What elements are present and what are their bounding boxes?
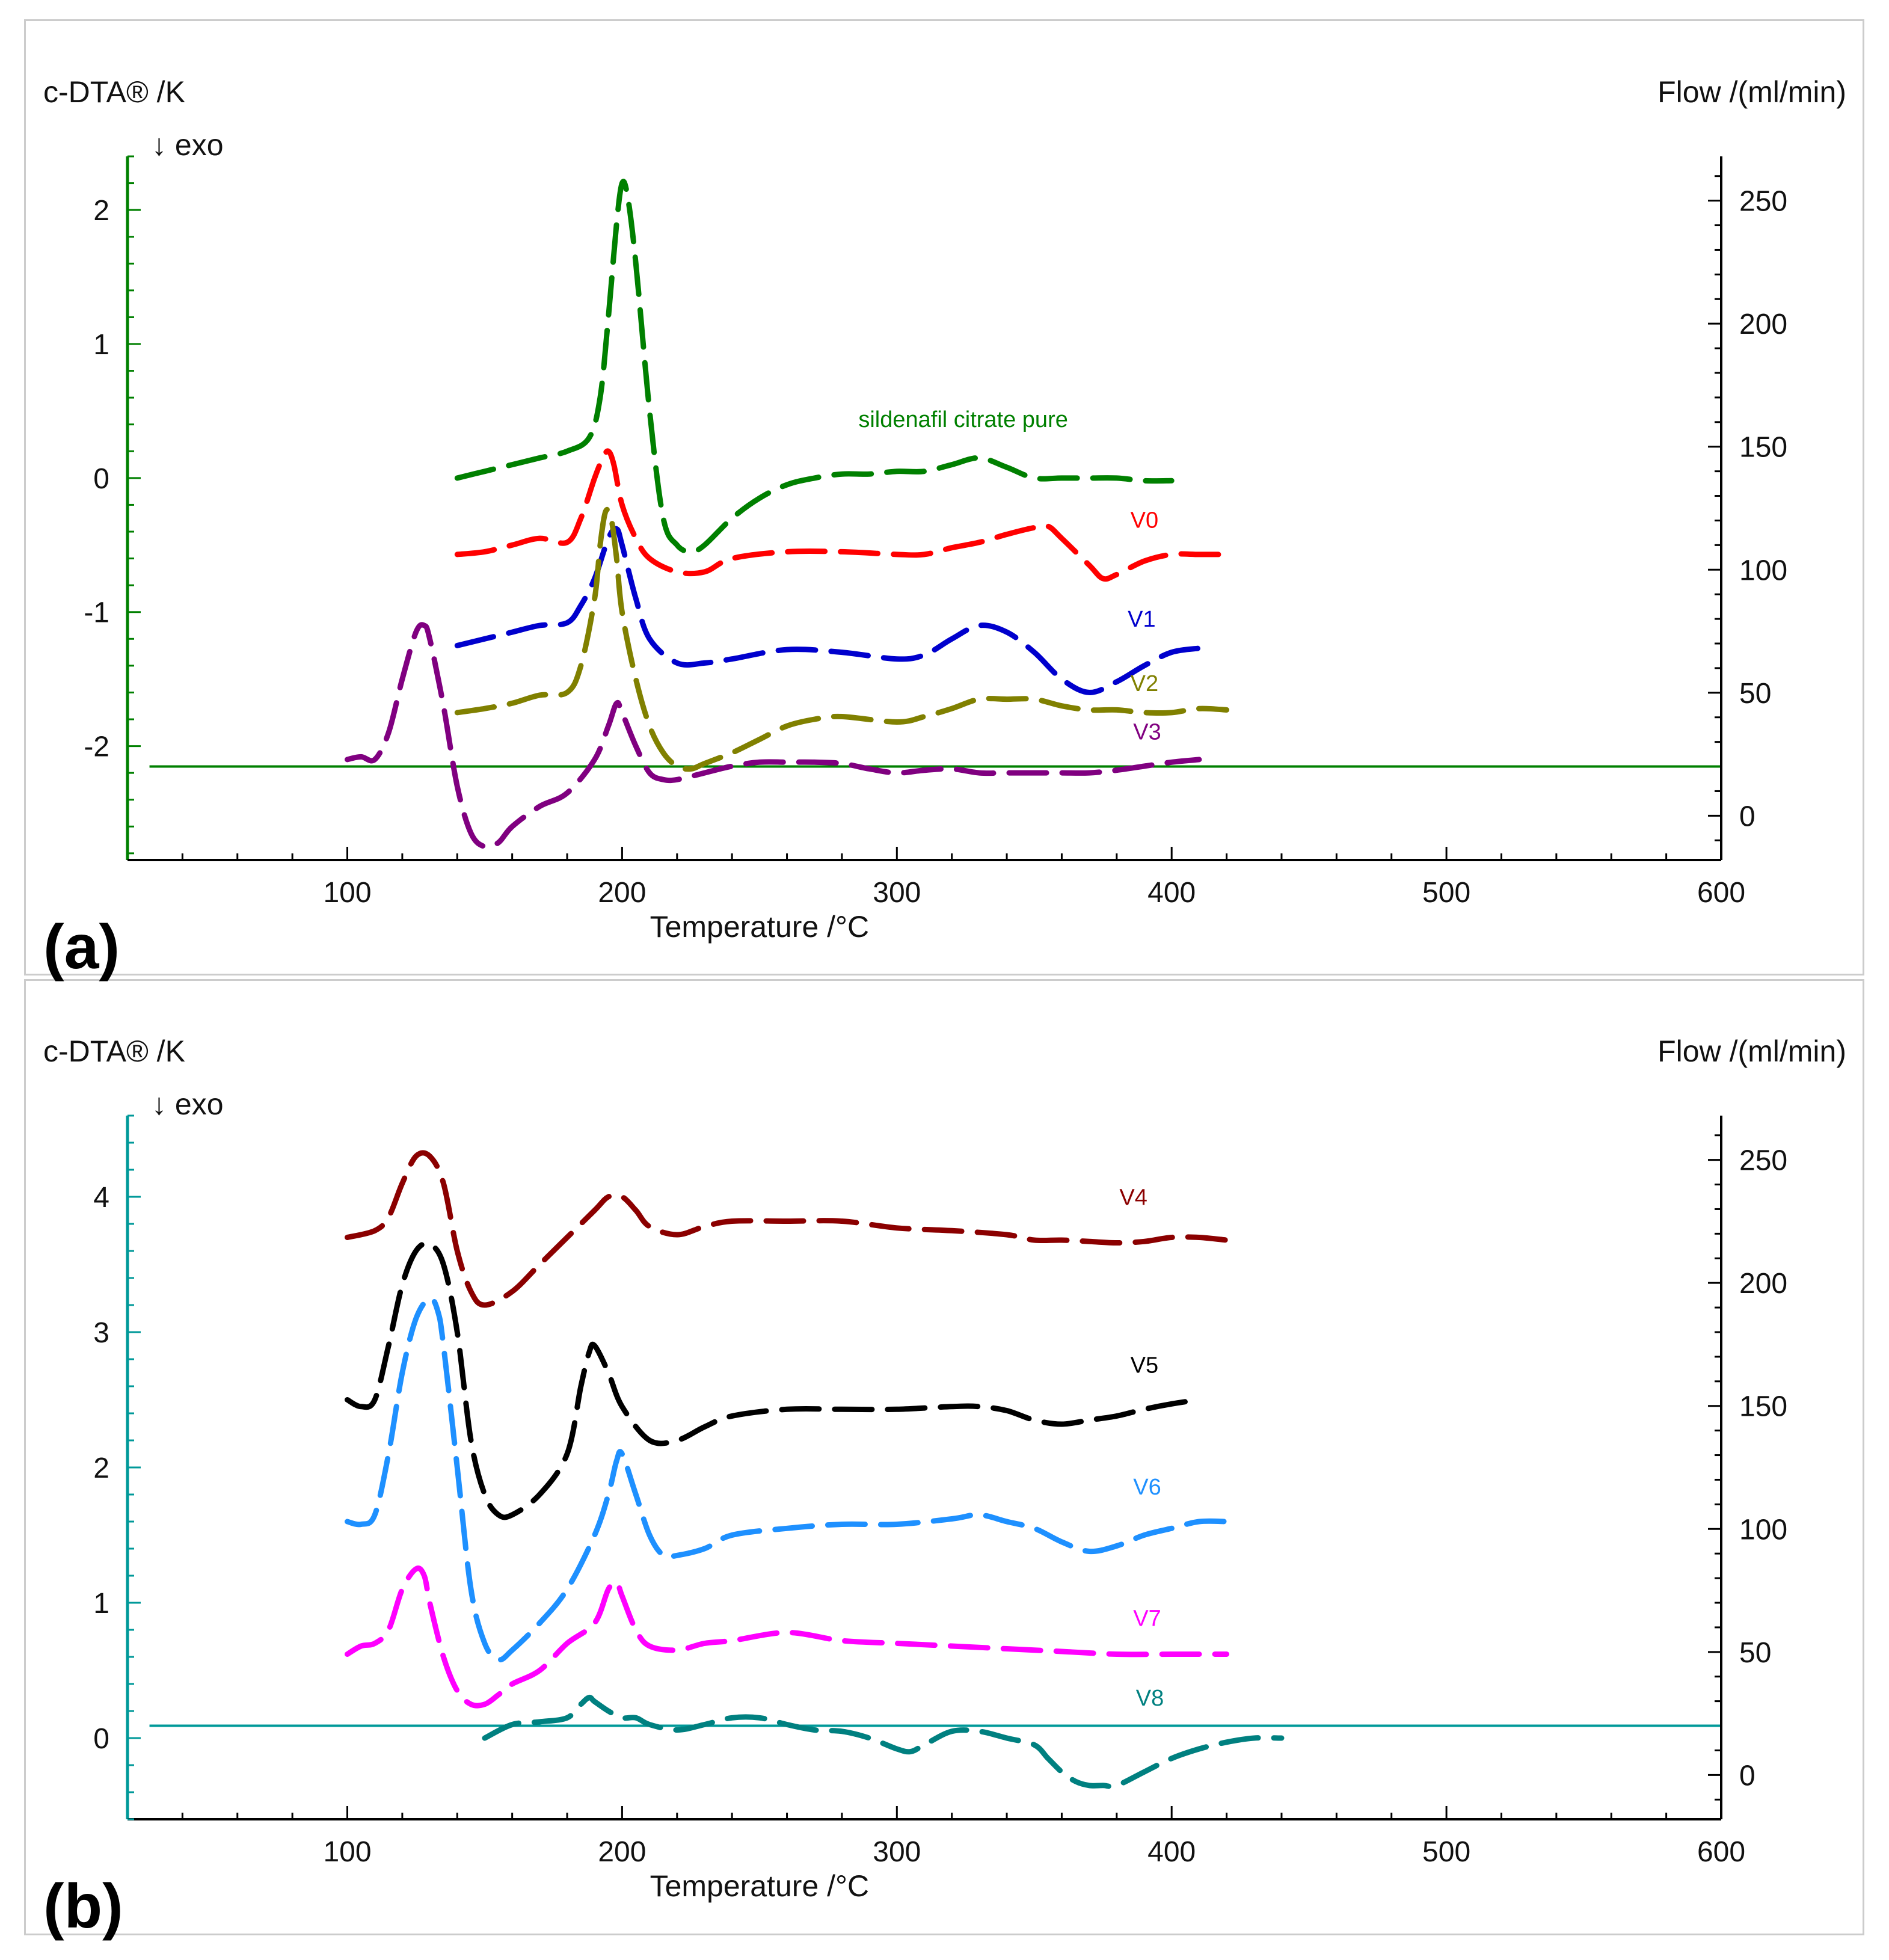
series-line-v1 <box>454 526 1202 695</box>
left-tick-label: -2 <box>84 731 109 763</box>
x-tick-label: 300 <box>873 877 921 909</box>
panel-label: (a) <box>43 912 120 982</box>
left-tick-label: 0 <box>93 463 109 495</box>
series-line-v2 <box>454 506 1230 772</box>
right-tick-label: 0 <box>1739 800 1755 832</box>
x-tick-label: 600 <box>1697 877 1745 909</box>
series-line-v7 <box>345 1565 1230 1709</box>
x-tick-label: 300 <box>873 1836 921 1868</box>
series-label: V5 <box>1131 1353 1158 1378</box>
x-tick-label: 400 <box>1147 1836 1196 1868</box>
panel-a-frame <box>24 19 1864 975</box>
right-tick-label: 100 <box>1739 1514 1787 1546</box>
series-line-v8 <box>482 1694 1285 1789</box>
right-tick-label: 0 <box>1739 1760 1755 1792</box>
series-label: V8 <box>1136 1686 1164 1711</box>
x-tick-label: 500 <box>1422 877 1470 909</box>
right-axis-title: Flow /(ml/min) <box>1657 1034 1846 1068</box>
left-tick-label: 2 <box>93 1452 109 1484</box>
series-label: V2 <box>1131 671 1158 696</box>
series-line-sildenafil-citrate-pure <box>454 179 1175 555</box>
series-label: V7 <box>1133 1606 1161 1631</box>
right-tick-label: 100 <box>1739 555 1787 586</box>
x-tick-label: 100 <box>323 877 371 909</box>
right-tick-label: 200 <box>1739 1268 1787 1300</box>
series-label: V0 <box>1131 508 1158 533</box>
left-tick-label: 4 <box>93 1182 109 1214</box>
x-axis-title: Temperature /°C <box>650 910 870 944</box>
left-axis-title: c-DTA® /K <box>43 1034 185 1068</box>
left-tick-label: 0 <box>93 1723 109 1755</box>
left-axis-title: c-DTA® /K <box>43 75 185 109</box>
series-label: V4 <box>1119 1185 1147 1211</box>
series-line-v6 <box>345 1295 1230 1663</box>
left-tick-label: 2 <box>93 195 109 227</box>
x-tick-label: 500 <box>1422 1836 1470 1868</box>
right-tick-label: 250 <box>1739 1145 1787 1177</box>
series-label: V1 <box>1128 607 1155 632</box>
right-axis-title: Flow /(ml/min) <box>1657 75 1846 109</box>
left-tick-label: 3 <box>93 1317 109 1349</box>
x-tick-label: 400 <box>1147 877 1196 909</box>
right-tick-label: 50 <box>1739 678 1771 710</box>
left-tick-label: -1 <box>84 597 109 629</box>
x-tick-label: 200 <box>598 1836 646 1868</box>
series-line-v5 <box>345 1240 1202 1520</box>
right-tick-label: 150 <box>1739 1391 1787 1423</box>
left-tick-label: 1 <box>93 329 109 361</box>
chart-panel-a: 100 200 300 400 500 600 -2 -1 0 1 2 0 50 100 150 200 250… <box>43 75 1846 982</box>
series-label: V3 <box>1133 719 1161 745</box>
x-axis-title: Temperature /°C <box>650 1869 870 1903</box>
x-tick-label: 200 <box>598 877 646 909</box>
x-tick-label: 100 <box>323 1836 371 1868</box>
right-tick-label: 250 <box>1739 186 1787 218</box>
exo-note: ↓ exo <box>152 1087 224 1121</box>
chart-panel-b: 100 200 300 400 500 600 0 1 2 3 4 0 50 100 150 200 250 c-… <box>43 1034 1846 1941</box>
x-tick-label: 600 <box>1697 1836 1745 1868</box>
panel-label: (b) <box>43 1872 123 1941</box>
series-line-v4 <box>345 1150 1230 1308</box>
series-label: V6 <box>1133 1475 1161 1500</box>
left-tick-label: 1 <box>93 1588 109 1620</box>
series-line-v0 <box>454 448 1230 582</box>
right-tick-label: 150 <box>1739 432 1787 464</box>
right-tick-label: 50 <box>1739 1637 1771 1669</box>
exo-note: ↓ exo <box>152 128 224 162</box>
panel-b-frame <box>24 979 1864 1935</box>
right-tick-label: 200 <box>1739 309 1787 340</box>
series-line-v3 <box>345 622 1202 850</box>
series-label: sildenafil citrate pure <box>858 407 1068 432</box>
